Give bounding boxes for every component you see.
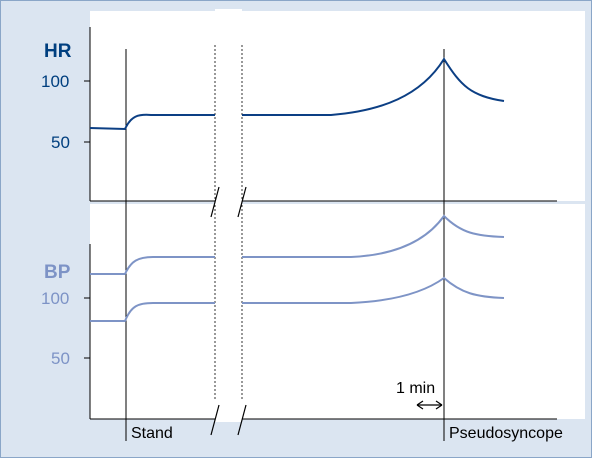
bp-break-slash-right <box>237 404 247 436</box>
hr-break-slash-right <box>237 186 247 218</box>
hr-curve <box>89 57 505 131</box>
pseudosyncope-label: Pseudosyncope <box>449 425 563 442</box>
bp-panel <box>90 204 585 419</box>
hr-tick-label-50: 50 <box>51 133 70 152</box>
bp-tick-label-50: 50 <box>51 349 70 368</box>
bp-break-slash-left <box>210 404 220 436</box>
hr-tick-label-100: 100 <box>41 72 70 91</box>
scale-arrowheads <box>416 400 443 410</box>
bp-diastolic-curve <box>90 276 505 322</box>
scale-label: 1 min <box>396 380 436 397</box>
stand-label: Stand <box>131 425 173 442</box>
time-break-gap <box>215 9 242 422</box>
bp-axis-title: BP <box>44 262 71 283</box>
hr-break-slash-left <box>210 186 220 218</box>
hr-panel <box>90 11 585 201</box>
hr-axis-title: HR <box>44 41 72 62</box>
bp-systolic-curve <box>90 214 505 275</box>
bp-tick-label-100: 100 <box>41 289 70 308</box>
